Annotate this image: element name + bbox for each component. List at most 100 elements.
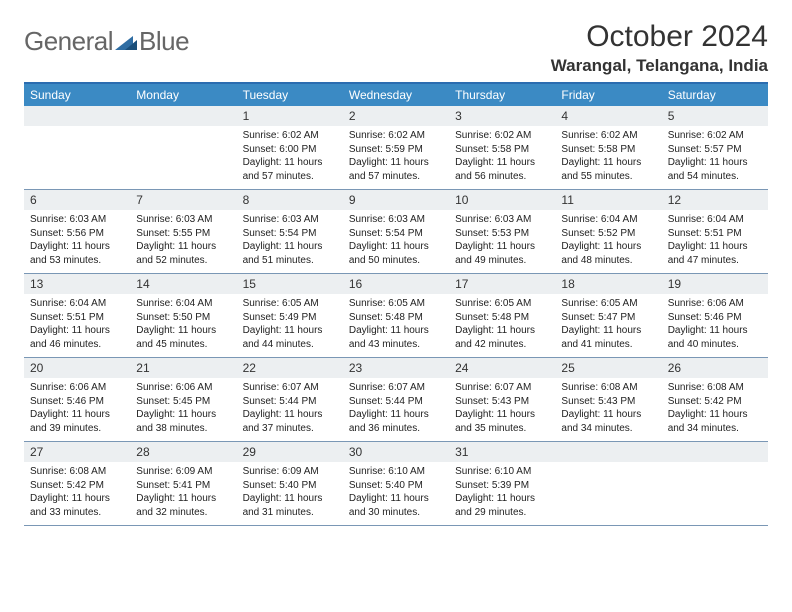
- day-cell: 7Sunrise: 6:03 AMSunset: 5:55 PMDaylight…: [130, 190, 236, 273]
- daylight-text: Daylight: 11 hours and 42 minutes.: [455, 324, 549, 351]
- daylight-text: Daylight: 11 hours and 30 minutes.: [349, 492, 443, 519]
- day-cell: 24Sunrise: 6:07 AMSunset: 5:43 PMDayligh…: [449, 358, 555, 441]
- day-number: 19: [662, 274, 768, 294]
- day-cell: 26Sunrise: 6:08 AMSunset: 5:42 PMDayligh…: [662, 358, 768, 441]
- dow-cell: Friday: [555, 84, 661, 106]
- daylight-text: Daylight: 11 hours and 36 minutes.: [349, 408, 443, 435]
- sunrise-text: Sunrise: 6:09 AM: [243, 465, 337, 479]
- day-number: 2: [343, 106, 449, 126]
- sunset-text: Sunset: 5:55 PM: [136, 227, 230, 241]
- day-cell: 21Sunrise: 6:06 AMSunset: 5:45 PMDayligh…: [130, 358, 236, 441]
- daylight-text: Daylight: 11 hours and 35 minutes.: [455, 408, 549, 435]
- day-number: 30: [343, 442, 449, 462]
- sunrise-text: Sunrise: 6:02 AM: [243, 129, 337, 143]
- brand-logo: General Blue: [24, 20, 189, 57]
- dow-cell: Monday: [130, 84, 236, 106]
- sunrise-text: Sunrise: 6:03 AM: [136, 213, 230, 227]
- day-cell: 3Sunrise: 6:02 AMSunset: 5:58 PMDaylight…: [449, 106, 555, 189]
- day-cell: 13Sunrise: 6:04 AMSunset: 5:51 PMDayligh…: [24, 274, 130, 357]
- sunrise-text: Sunrise: 6:07 AM: [455, 381, 549, 395]
- day-number: 5: [662, 106, 768, 126]
- day-details: Sunrise: 6:02 AMSunset: 6:00 PMDaylight:…: [237, 126, 343, 183]
- sunrise-text: Sunrise: 6:07 AM: [243, 381, 337, 395]
- header-row: General Blue October 2024 Warangal, Tela…: [24, 20, 768, 76]
- calendar-page: General Blue October 2024 Warangal, Tela…: [0, 0, 792, 534]
- sunset-text: Sunset: 5:40 PM: [243, 479, 337, 493]
- daylight-text: Daylight: 11 hours and 29 minutes.: [455, 492, 549, 519]
- day-details: Sunrise: 6:04 AMSunset: 5:52 PMDaylight:…: [555, 210, 661, 267]
- daylight-text: Daylight: 11 hours and 40 minutes.: [668, 324, 762, 351]
- day-details: Sunrise: 6:05 AMSunset: 5:47 PMDaylight:…: [555, 294, 661, 351]
- day-cell: [555, 442, 661, 525]
- daylight-text: Daylight: 11 hours and 46 minutes.: [30, 324, 124, 351]
- sunset-text: Sunset: 5:52 PM: [561, 227, 655, 241]
- sunrise-text: Sunrise: 6:08 AM: [668, 381, 762, 395]
- sunrise-text: Sunrise: 6:08 AM: [30, 465, 124, 479]
- day-cell: 23Sunrise: 6:07 AMSunset: 5:44 PMDayligh…: [343, 358, 449, 441]
- day-details: Sunrise: 6:03 AMSunset: 5:53 PMDaylight:…: [449, 210, 555, 267]
- daylight-text: Daylight: 11 hours and 41 minutes.: [561, 324, 655, 351]
- day-cell: [662, 442, 768, 525]
- sunset-text: Sunset: 5:43 PM: [561, 395, 655, 409]
- daylight-text: Daylight: 11 hours and 57 minutes.: [349, 156, 443, 183]
- location-subtitle: Warangal, Telangana, India: [551, 56, 768, 76]
- day-cell: 14Sunrise: 6:04 AMSunset: 5:50 PMDayligh…: [130, 274, 236, 357]
- sunrise-text: Sunrise: 6:06 AM: [668, 297, 762, 311]
- day-number: 6: [24, 190, 130, 210]
- day-details: Sunrise: 6:03 AMSunset: 5:55 PMDaylight:…: [130, 210, 236, 267]
- daylight-text: Daylight: 11 hours and 33 minutes.: [30, 492, 124, 519]
- day-cell: 22Sunrise: 6:07 AMSunset: 5:44 PMDayligh…: [237, 358, 343, 441]
- sunrise-text: Sunrise: 6:03 AM: [30, 213, 124, 227]
- sunset-text: Sunset: 5:59 PM: [349, 143, 443, 157]
- empty-day: [662, 442, 768, 462]
- dow-cell: Thursday: [449, 84, 555, 106]
- day-number: 20: [24, 358, 130, 378]
- sunset-text: Sunset: 5:48 PM: [455, 311, 549, 325]
- title-block: October 2024 Warangal, Telangana, India: [551, 20, 768, 76]
- day-cell: 27Sunrise: 6:08 AMSunset: 5:42 PMDayligh…: [24, 442, 130, 525]
- sunrise-text: Sunrise: 6:08 AM: [561, 381, 655, 395]
- day-cell: 6Sunrise: 6:03 AMSunset: 5:56 PMDaylight…: [24, 190, 130, 273]
- day-cell: [24, 106, 130, 189]
- sunset-text: Sunset: 5:49 PM: [243, 311, 337, 325]
- day-cell: 25Sunrise: 6:08 AMSunset: 5:43 PMDayligh…: [555, 358, 661, 441]
- day-number: 23: [343, 358, 449, 378]
- empty-day: [130, 106, 236, 126]
- day-number: 16: [343, 274, 449, 294]
- sunrise-text: Sunrise: 6:02 AM: [349, 129, 443, 143]
- daylight-text: Daylight: 11 hours and 47 minutes.: [668, 240, 762, 267]
- empty-day: [555, 442, 661, 462]
- day-details: Sunrise: 6:02 AMSunset: 5:57 PMDaylight:…: [662, 126, 768, 183]
- sunset-text: Sunset: 5:40 PM: [349, 479, 443, 493]
- daylight-text: Daylight: 11 hours and 52 minutes.: [136, 240, 230, 267]
- day-details: Sunrise: 6:06 AMSunset: 5:45 PMDaylight:…: [130, 378, 236, 435]
- daylight-text: Daylight: 11 hours and 57 minutes.: [243, 156, 337, 183]
- day-number: 25: [555, 358, 661, 378]
- day-details: Sunrise: 6:09 AMSunset: 5:40 PMDaylight:…: [237, 462, 343, 519]
- sunset-text: Sunset: 5:54 PM: [349, 227, 443, 241]
- daylight-text: Daylight: 11 hours and 54 minutes.: [668, 156, 762, 183]
- sunset-text: Sunset: 5:51 PM: [30, 311, 124, 325]
- day-number: 7: [130, 190, 236, 210]
- sunrise-text: Sunrise: 6:10 AM: [455, 465, 549, 479]
- sunset-text: Sunset: 5:58 PM: [561, 143, 655, 157]
- day-cell: 19Sunrise: 6:06 AMSunset: 5:46 PMDayligh…: [662, 274, 768, 357]
- day-number: 3: [449, 106, 555, 126]
- day-number: 12: [662, 190, 768, 210]
- week-row: 1Sunrise: 6:02 AMSunset: 6:00 PMDaylight…: [24, 106, 768, 190]
- sunrise-text: Sunrise: 6:04 AM: [668, 213, 762, 227]
- day-details: Sunrise: 6:02 AMSunset: 5:59 PMDaylight:…: [343, 126, 449, 183]
- day-cell: 17Sunrise: 6:05 AMSunset: 5:48 PMDayligh…: [449, 274, 555, 357]
- sunset-text: Sunset: 5:45 PM: [136, 395, 230, 409]
- dow-cell: Sunday: [24, 84, 130, 106]
- sunset-text: Sunset: 5:54 PM: [243, 227, 337, 241]
- day-number: 26: [662, 358, 768, 378]
- day-number: 8: [237, 190, 343, 210]
- daylight-text: Daylight: 11 hours and 43 minutes.: [349, 324, 443, 351]
- sunset-text: Sunset: 5:47 PM: [561, 311, 655, 325]
- sunrise-text: Sunrise: 6:02 AM: [455, 129, 549, 143]
- daylight-text: Daylight: 11 hours and 38 minutes.: [136, 408, 230, 435]
- sunset-text: Sunset: 6:00 PM: [243, 143, 337, 157]
- day-cell: 8Sunrise: 6:03 AMSunset: 5:54 PMDaylight…: [237, 190, 343, 273]
- day-details: Sunrise: 6:06 AMSunset: 5:46 PMDaylight:…: [24, 378, 130, 435]
